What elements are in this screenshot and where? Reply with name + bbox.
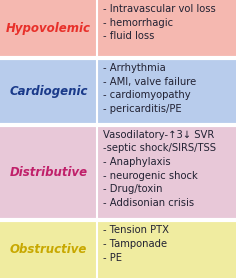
- Text: Cardiogenic: Cardiogenic: [9, 85, 88, 98]
- Bar: [0, 59, 236, 123]
- Text: Hypovolemic: Hypovolemic: [6, 22, 91, 35]
- Text: - Tension PTX
- Tamponade
- PE: - Tension PTX - Tamponade - PE: [103, 225, 169, 262]
- Bar: [0, 221, 236, 278]
- Text: - Arrhythmia
- AMI, valve failure
- cardiomyopathy
- pericarditis/PE: - Arrhythmia - AMI, valve failure - card…: [103, 63, 196, 114]
- Text: Vasodilatory-↑3↓ SVR
-septic shock/SIRS/TSS
- Anaphylaxis
- neurogenic shock
- D: Vasodilatory-↑3↓ SVR -septic shock/SIRS/…: [103, 130, 216, 208]
- Text: - Intravascular vol loss
- hemorrhagic
- fluid loss: - Intravascular vol loss - hemorrhagic -…: [103, 4, 215, 41]
- Bar: [0, 126, 236, 219]
- Text: Distributive: Distributive: [9, 166, 88, 179]
- Text: Obstructive: Obstructive: [10, 243, 87, 256]
- Bar: [0, 0, 236, 57]
